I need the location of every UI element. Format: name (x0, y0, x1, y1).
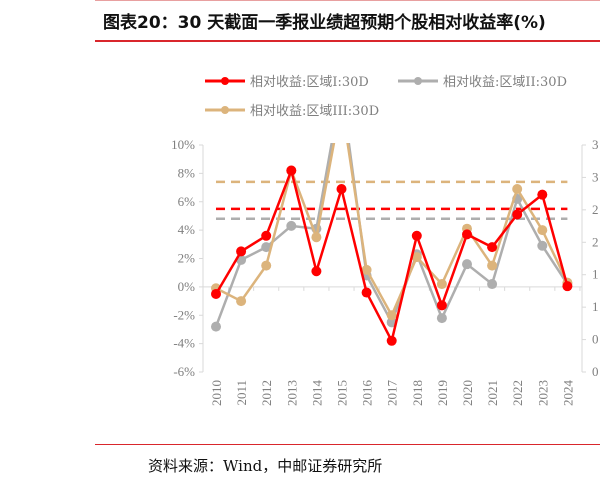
y-tick-label: 6% (178, 194, 196, 209)
legend-label: 相对收益:区域II:30D (443, 75, 567, 90)
y2-tick-label: 3 (592, 169, 599, 184)
legend-marker (221, 106, 229, 114)
chart: 10% 8% 6% 4% 2% 0% -2% -4% -6% 3 3 2 2 1 1 0 0 2010 2011 20… (171, 75, 599, 407)
data-point (512, 209, 523, 220)
y2-tick-label: 0 (592, 332, 599, 347)
data-point (386, 310, 397, 321)
y2-tick-label: 3 (592, 137, 599, 152)
y-tick-label: 2% (178, 251, 196, 266)
data-point (436, 300, 447, 311)
data-point (361, 287, 372, 298)
y2-tick-label: 2 (592, 202, 599, 217)
data-point (436, 313, 447, 324)
data-point (487, 279, 498, 290)
x-tick-label: 2013 (284, 380, 299, 406)
x-tick-label: 2016 (360, 380, 375, 407)
data-point (537, 240, 548, 251)
series-group (211, 143, 573, 346)
chart-title: 图表20：30 天截面一季报业绩超预期个股相对收益率(%) (103, 13, 546, 33)
x-tick-label: 2023 (535, 380, 550, 406)
data-point (436, 279, 447, 290)
legend-label: 相对收益:区域III:30D (250, 104, 379, 119)
x-tick-label: 2014 (309, 380, 324, 407)
x-tick-label: 2010 (209, 380, 224, 406)
x-tick-label: 2020 (460, 380, 475, 406)
x-tick-label: 2021 (485, 380, 500, 406)
y2-tick-label: 1 (592, 299, 599, 314)
data-point (386, 335, 397, 346)
data-point (411, 230, 422, 241)
bottom-rule (95, 444, 600, 445)
data-point (236, 246, 247, 257)
x-tick-label: 2022 (510, 380, 525, 406)
data-point (462, 259, 472, 270)
x-tick-label: 2018 (410, 380, 425, 406)
y-tick-label: 8% (178, 165, 196, 180)
y-tick-label: -4% (173, 336, 195, 351)
x-tick-label: 2012 (259, 380, 274, 406)
data-point (261, 242, 272, 253)
x-tick-label: 2015 (335, 380, 350, 406)
x-tick-label: 2017 (385, 380, 400, 407)
data-point (361, 264, 372, 275)
y-tick-label: -6% (173, 364, 195, 379)
x-tick-label: 2011 (234, 380, 249, 406)
series-line (214, 143, 569, 328)
data-point (261, 260, 272, 271)
x-tick-label: 2019 (435, 380, 450, 406)
source-note: 资料来源：Wind，中邮证券研究所 (148, 457, 383, 475)
legend-marker (221, 77, 229, 85)
data-point (487, 260, 498, 271)
y-tick-label: -2% (173, 307, 195, 322)
data-point (487, 242, 498, 253)
data-point (537, 225, 548, 236)
legend-marker (414, 77, 422, 85)
data-point (512, 183, 523, 194)
data-point (562, 281, 573, 292)
data-point (211, 288, 221, 299)
data-point (261, 230, 272, 241)
data-point (236, 296, 247, 307)
data-point (336, 183, 347, 194)
data-point (211, 321, 221, 332)
top-rule (95, 0, 600, 1)
data-point (411, 252, 422, 263)
y2-tick-label: 1 (592, 267, 599, 282)
y2-tick-label: 2 (592, 234, 599, 249)
data-point (311, 266, 322, 277)
data-point (537, 189, 548, 200)
title-rule (95, 40, 600, 42)
y-tick-label: 0% (178, 279, 196, 294)
data-point (462, 229, 472, 240)
x-tick-label: 2024 (560, 380, 575, 407)
data-point (286, 220, 297, 231)
data-point (286, 165, 297, 176)
data-point (386, 317, 397, 328)
y-tick-label: 4% (178, 222, 196, 237)
y2-tick-label: 0 (592, 364, 599, 379)
data-point (311, 232, 322, 243)
legend-label: 相对收益:区域I:30D (250, 75, 369, 90)
y-tick-label: 10% (171, 137, 195, 152)
